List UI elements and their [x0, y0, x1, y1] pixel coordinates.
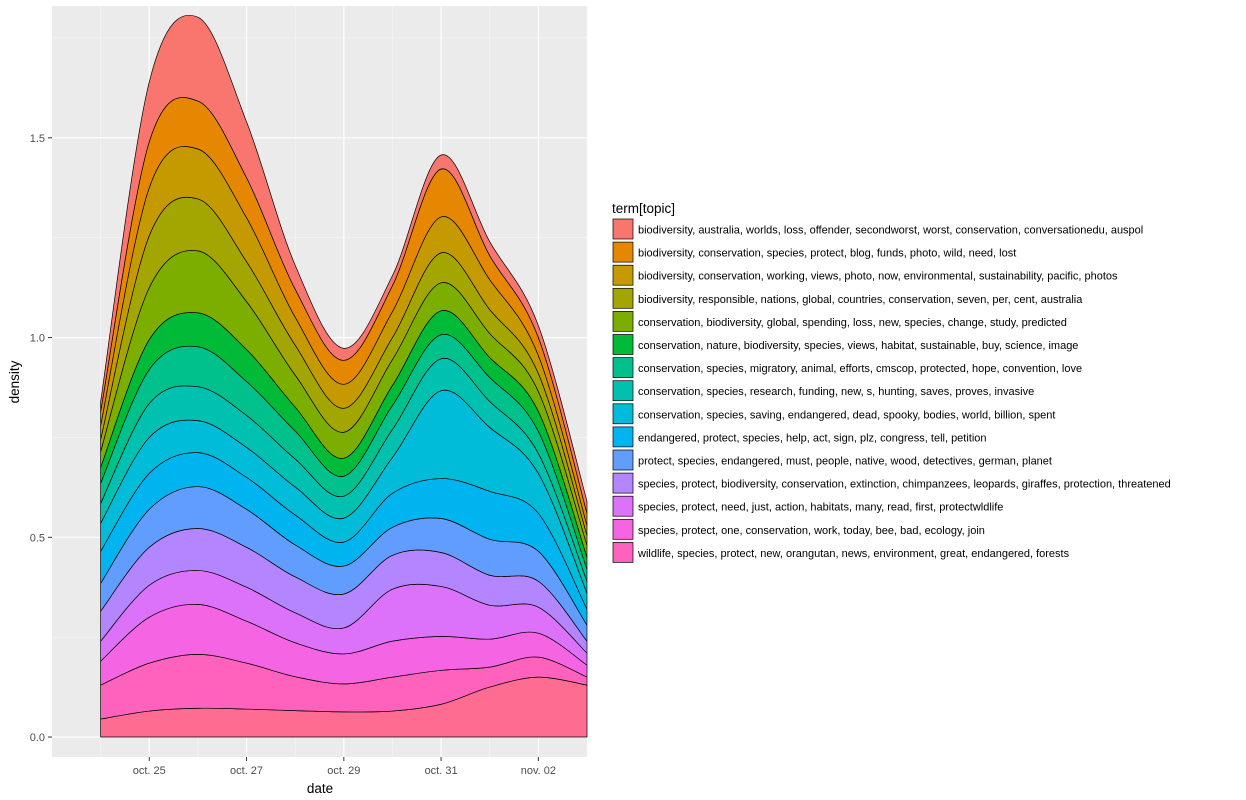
legend-label: biodiversity, responsible, nations, glob… [638, 294, 1083, 306]
legend-label: protect, species, endangered, must, peop… [638, 456, 1052, 468]
legend-key [612, 449, 634, 471]
legend-key [612, 403, 634, 425]
stacked-areas [100, 14, 588, 738]
y-axis-title: density [7, 360, 22, 403]
legend-label: species, protect, one, conservation, wor… [638, 525, 985, 537]
legend-label: wildlife, species, protect, new, orangut… [637, 548, 1070, 560]
legend-label: endangered, protect, species, help, act,… [638, 432, 987, 444]
x-tick-label: oct. 27 [230, 765, 263, 777]
legend-key [612, 218, 634, 240]
x-axis: oct. 25 oct. 27 oct. 29 oct. 31 nov. 02 [133, 757, 556, 777]
legend-key [612, 357, 634, 378]
y-tick-label: 1.5 [30, 133, 45, 145]
legend-key [612, 380, 634, 402]
legend-key [612, 518, 634, 540]
legend-label: biodiversity, conservation, species, pro… [638, 248, 1016, 260]
x-tick-label: oct. 25 [133, 765, 166, 777]
legend-key [612, 264, 634, 286]
legend-label: biodiversity, australia, worlds, loss, o… [638, 225, 1143, 237]
legend-key [612, 287, 634, 309]
x-tick-label: nov. 02 [521, 765, 556, 777]
y-tick-label: 0.0 [30, 732, 45, 744]
legend-key [612, 426, 634, 448]
legend-label: conservation, species, migratory, animal… [638, 363, 1082, 375]
legend-key [612, 311, 634, 332]
x-tick-label: oct. 29 [327, 765, 360, 777]
legend-label: species, protect, biodiversity, conserva… [638, 479, 1171, 491]
legend-key [612, 241, 634, 263]
legend-key [612, 472, 634, 494]
legend-label: species, protect, need, just, action, ha… [638, 502, 1003, 514]
legend-key [612, 334, 634, 355]
legend-label: conservation, biodiversity, global, spen… [638, 317, 1067, 329]
y-tick-label: 1.0 [30, 333, 45, 345]
x-tick-label: oct. 31 [425, 765, 458, 777]
legend-label: biodiversity, conservation, working, vie… [638, 271, 1118, 283]
y-axis: 0.0 0.5 1.0 1.5 [30, 133, 52, 744]
legend-key [612, 495, 634, 517]
legend-key [612, 542, 634, 563]
x-axis-title: date [307, 781, 333, 796]
y-tick-label: 0.5 [30, 532, 45, 544]
legend-label: conservation, species, saving, endangere… [638, 409, 1055, 421]
area-series-16 [100, 14, 588, 514]
legend: term[topic] biodiversity, australia, wor… [612, 201, 1171, 563]
legend-title: term[topic] [612, 201, 675, 216]
legend-label: conservation, nature, biodiversity, spec… [638, 340, 1078, 352]
legend-label: conservation, species, research, funding… [638, 386, 1034, 398]
